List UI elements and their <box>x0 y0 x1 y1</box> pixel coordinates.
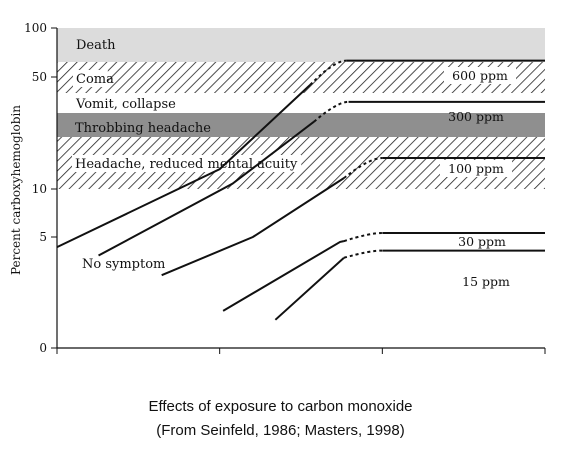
x-tick-label-1: 1 <box>216 359 224 360</box>
band-label-backing-coma <box>73 70 108 87</box>
band-label-death: Death <box>76 38 116 53</box>
series-bend-30-ppm <box>343 231 383 243</box>
y-tick-label-100: 100 <box>24 21 47 35</box>
caption-source: (From Seinfeld, 1986; Masters, 1998) <box>156 422 405 439</box>
series-line-15-ppm <box>274 257 345 321</box>
series-bend-300-ppm <box>313 100 349 123</box>
series-line-30-ppm <box>222 240 345 312</box>
series-layer <box>56 59 545 321</box>
series-line-300-ppm <box>98 120 315 257</box>
series-label-backing-100-ppm <box>440 160 512 177</box>
band-label-no-symptom: No symptom <box>82 257 165 272</box>
series-label-15-ppm: 15 ppm <box>462 274 510 289</box>
y-axis-title: Percent carboxyhemoglobin <box>9 105 23 275</box>
x-tick-label-10: 10 <box>375 359 390 360</box>
series-label-30-ppm: 30 ppm <box>458 234 506 249</box>
y-tick-label-10: 10 <box>32 182 47 196</box>
x-tick-label-0-1: 0.1 <box>47 359 66 360</box>
series-line-100-ppm <box>161 177 345 277</box>
x-tick-label-100: 100 <box>524 359 547 360</box>
series-bend-15-ppm <box>343 249 383 259</box>
series-label-backing-600-ppm <box>444 67 516 84</box>
y-tick-label-50: 50 <box>32 70 47 84</box>
band-label-backing-headache-reduced-mental-acuity <box>72 155 302 172</box>
chart: 0510501000.1110100Exposure (hours)Percen… <box>9 21 547 360</box>
y-tick-label-0: 0 <box>39 341 47 355</box>
axes-layer: 0510501000.1110100Exposure (hours)Percen… <box>9 21 547 360</box>
band-label-headache-reduced-mental-acuity: Headache, reduced mental acuity <box>75 157 298 172</box>
series-label-100-ppm: 100 ppm <box>448 161 504 176</box>
labels-layer: Death Coma Vomit, collapse Throbbing headac… <box>75 38 516 289</box>
band-death <box>57 28 545 62</box>
series-label-300-ppm: 300 ppm <box>448 109 504 124</box>
series-bend-100-ppm <box>343 157 383 179</box>
series-line-600-ppm <box>56 84 311 249</box>
band-throbbing-headache <box>57 113 545 137</box>
series-label-600-ppm: 600 ppm <box>452 68 508 83</box>
caption-title: Effects of exposure to carbon monoxide <box>148 398 413 415</box>
band-label-throbbing-headache: Throbbing headache <box>75 121 211 136</box>
y-tick-label-5: 5 <box>39 230 47 244</box>
band-label-coma: Coma <box>76 72 114 87</box>
band-label-vomit-collapse: Vomit, collapse <box>75 97 176 112</box>
